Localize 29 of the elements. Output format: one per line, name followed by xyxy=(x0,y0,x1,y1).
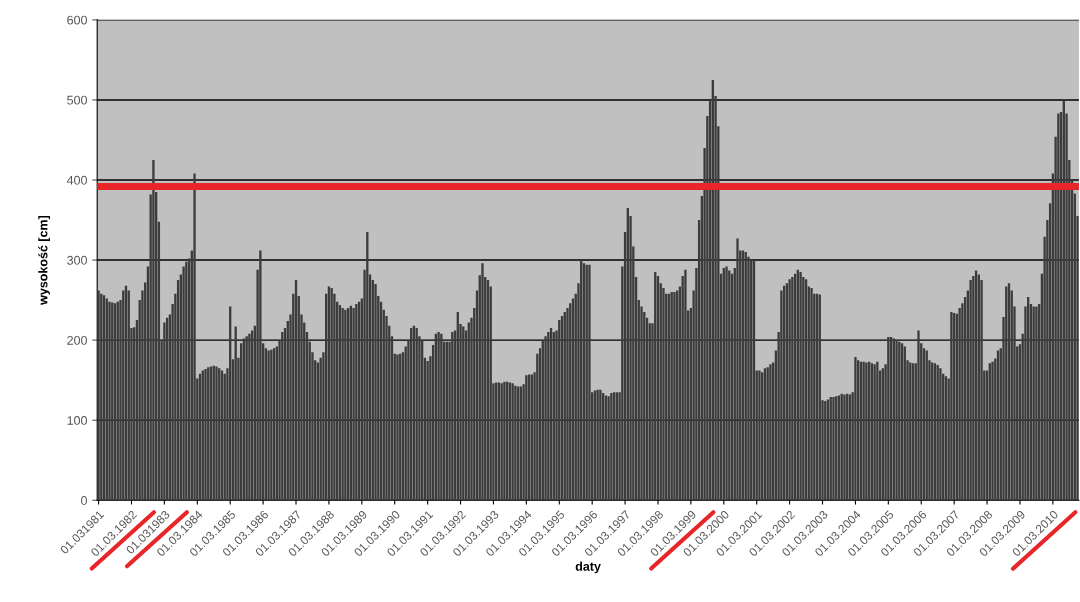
x-axis-title: daty xyxy=(575,561,601,574)
bar xyxy=(969,280,972,501)
y-tick-label: 100 xyxy=(67,416,87,425)
bar xyxy=(854,356,857,501)
bar xyxy=(182,266,185,501)
y-tick-label: 300 xyxy=(67,255,87,265)
bar xyxy=(788,279,791,501)
bar xyxy=(747,256,750,501)
y-tick-label: 200 xyxy=(67,335,87,345)
bar xyxy=(374,284,377,501)
bar xyxy=(481,263,484,501)
y-tick-label: 500 xyxy=(67,95,87,105)
y-axis-title: wysokość [cm] xyxy=(38,215,50,305)
y-tick-label: 400 xyxy=(66,175,87,185)
bar xyxy=(193,173,196,501)
bar xyxy=(259,250,262,501)
bar xyxy=(780,290,783,501)
y-tick-label: 0 xyxy=(81,496,87,505)
y-tick-label: 600 xyxy=(67,15,87,25)
bar xyxy=(876,361,879,501)
bar xyxy=(736,238,739,501)
bar xyxy=(163,322,166,501)
bar xyxy=(341,308,344,501)
bar xyxy=(544,336,547,501)
bar xyxy=(440,333,443,501)
bar xyxy=(917,330,920,501)
bar xyxy=(152,159,155,501)
bar xyxy=(684,269,687,501)
bar xyxy=(939,368,942,501)
